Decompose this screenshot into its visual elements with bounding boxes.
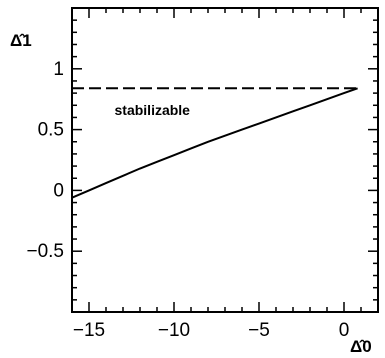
x-tick-label: 0 (339, 320, 350, 341)
series-line-solid (71, 87, 358, 199)
x-tick-label: −5 (248, 320, 270, 341)
plot-frame (71, 7, 379, 313)
x-axis-label: Δ̂0 (350, 337, 372, 356)
y-axis-label: Δ̂1 (10, 31, 32, 50)
y-tick-label: 1 (53, 59, 64, 80)
series-group (71, 87, 358, 199)
y-tick-label: −0.5 (26, 241, 64, 262)
x-tick-label: −15 (73, 320, 105, 341)
x-tick-label: −10 (158, 320, 190, 341)
ticks (71, 7, 379, 313)
annotation-stabilizable: stabilizable (115, 102, 191, 118)
y-tick-label: 0 (53, 180, 64, 201)
tick-labels: −15 −10 −5 0 −0.5 0 0.5 1 (26, 59, 349, 341)
y-tick-label: 0.5 (38, 120, 64, 141)
